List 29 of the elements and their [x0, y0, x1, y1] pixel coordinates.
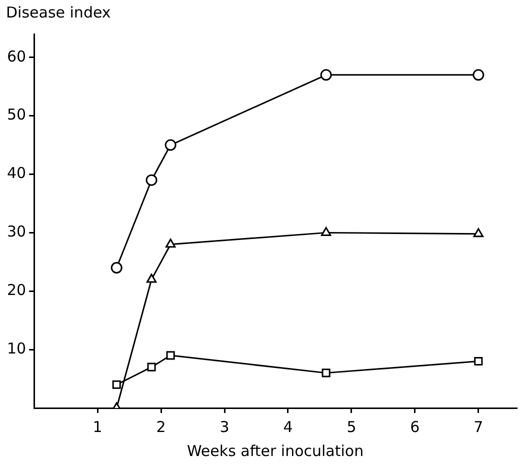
y-tick-label: 30	[6, 222, 26, 241]
point	[320, 69, 332, 81]
point	[112, 380, 121, 389]
point	[472, 69, 484, 81]
y-tick-label: 40	[6, 164, 26, 182]
y-tick-label: 60	[6, 47, 26, 66]
y-tick-label: 50	[6, 106, 26, 124]
point	[474, 356, 483, 366]
y-axis-title: Disease index	[6, 3, 111, 22]
x-tick-label: 6	[410, 418, 420, 436]
x-tick-label: 7	[474, 418, 484, 436]
x-tick-label: 5	[346, 418, 356, 436]
x-tick-label: 3	[220, 418, 230, 436]
y-tick-label: 10	[6, 339, 26, 358]
point	[166, 351, 175, 360]
x-tick-label: 4	[283, 418, 293, 436]
x-tick-label: 2	[156, 418, 166, 436]
point	[110, 262, 122, 274]
x-axis-title: Weeks after inoculation	[186, 442, 364, 460]
point	[164, 139, 176, 151]
point	[473, 228, 484, 238]
point	[146, 274, 157, 283]
point	[147, 362, 156, 372]
point	[322, 368, 330, 378]
point	[165, 238, 176, 248]
point	[146, 174, 158, 186]
point	[320, 226, 332, 236]
x-tick-label: 1	[92, 418, 102, 436]
y-tick-label: 20	[6, 281, 26, 300]
